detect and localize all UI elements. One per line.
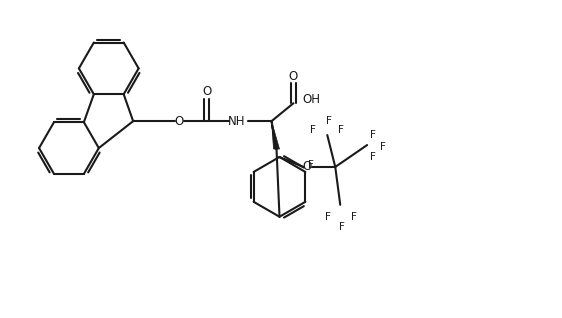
- Text: O: O: [174, 115, 184, 128]
- Text: F: F: [309, 160, 314, 170]
- Text: O: O: [202, 85, 211, 98]
- Text: O: O: [303, 161, 312, 173]
- Text: F: F: [327, 116, 332, 126]
- Text: F: F: [351, 212, 357, 222]
- Text: O: O: [289, 70, 298, 83]
- Text: F: F: [370, 130, 376, 140]
- Text: F: F: [325, 212, 331, 222]
- Polygon shape: [271, 121, 279, 149]
- Text: F: F: [310, 125, 316, 135]
- Text: F: F: [339, 222, 345, 232]
- Text: F: F: [370, 152, 376, 162]
- Text: NH: NH: [228, 115, 246, 128]
- Text: F: F: [338, 125, 344, 135]
- Text: F: F: [380, 142, 386, 152]
- Text: OH: OH: [302, 93, 320, 106]
